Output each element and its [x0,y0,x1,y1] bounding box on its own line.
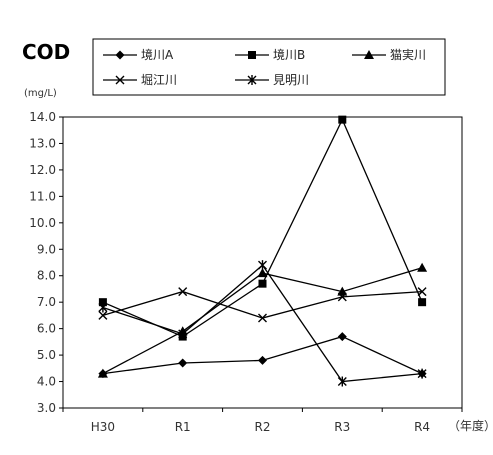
y-tick-label: 10.0 [29,216,56,230]
series-2-point [418,298,427,307]
series-1 [98,332,427,379]
legend-marker [247,75,257,85]
legend-entry-4: 堀江川 [103,72,177,87]
series-3 [97,262,428,378]
series-3-point [257,268,268,278]
legend-label: 境川B [273,47,305,62]
series-3-point [337,286,348,296]
series-1-line [102,335,423,375]
series-4-point [98,310,108,320]
y-tick-label: 13.0 [29,136,56,150]
x-tick-label: R2 [255,420,271,434]
x-tick-label: H30 [91,420,115,434]
y-tick-label: 5.0 [37,348,56,362]
x-tick-label: R4 [414,420,430,434]
series-5-point [417,368,427,379]
legend-marker [115,50,125,60]
plot-frame [62,116,463,409]
series-3-point [417,262,428,272]
series-2-point [338,115,347,124]
series-3-point [97,368,108,378]
series-5-point [337,376,347,387]
y-tick-label: 12.0 [29,163,56,177]
legend-label: 見明川 [273,73,309,87]
series-4-point [417,287,427,297]
y-tick-label: 6.0 [37,322,56,336]
chart-title: COD [22,40,70,64]
legend-marker [364,50,374,59]
y-tick-label: 9.0 [37,242,56,256]
series-1-point [178,358,188,368]
y-tick-label: 7.0 [37,295,56,309]
series-2-point [258,279,267,288]
legend-label: 境川A [141,47,174,62]
legend-entry-1: 境川A [103,47,174,62]
series-4-point [258,313,267,323]
series-5-point [258,260,267,271]
legend-entry-3: 猫実川 [352,47,426,62]
legend-marker [248,51,256,59]
x-axis-unit: （年度） [448,418,493,433]
series-5-point [98,302,108,313]
series-4-point [337,292,347,302]
legend-marker [115,75,125,85]
series-1-point [258,355,267,365]
legend-label: 猫実川 [390,47,426,62]
x-tick-label: R1 [175,420,191,434]
plot-axes: 3.0 4.0 5.0 6.0 7.0 8.0 9.0 10.0 11.0 12.0 13.0 14.… [29,110,463,434]
series-4-line [102,290,423,319]
y-axis-unit: (mg/L) [24,88,57,99]
x-tick-label: R3 [334,420,350,434]
legend-label: 堀江川 [141,72,177,87]
series-1-point [337,332,347,342]
legend-entry-2: 境川B [235,47,305,62]
series-2-point [98,298,107,307]
series-layer [97,115,428,387]
y-tick-label: 8.0 [37,269,56,283]
series-4-point [178,287,188,297]
y-tick-label: 14.0 [29,110,56,124]
series-2-line [102,118,423,338]
series-2 [98,115,427,341]
legend-box [92,38,446,96]
series-5-point [178,328,188,339]
series-4 [98,287,427,323]
y-tick-label: 11.0 [29,189,56,203]
legend-entry-5: 見明川 [235,73,309,87]
y-tick-label: 3.0 [37,401,56,415]
y-tick-label: 4.0 [37,375,56,389]
series-5 [98,260,427,387]
